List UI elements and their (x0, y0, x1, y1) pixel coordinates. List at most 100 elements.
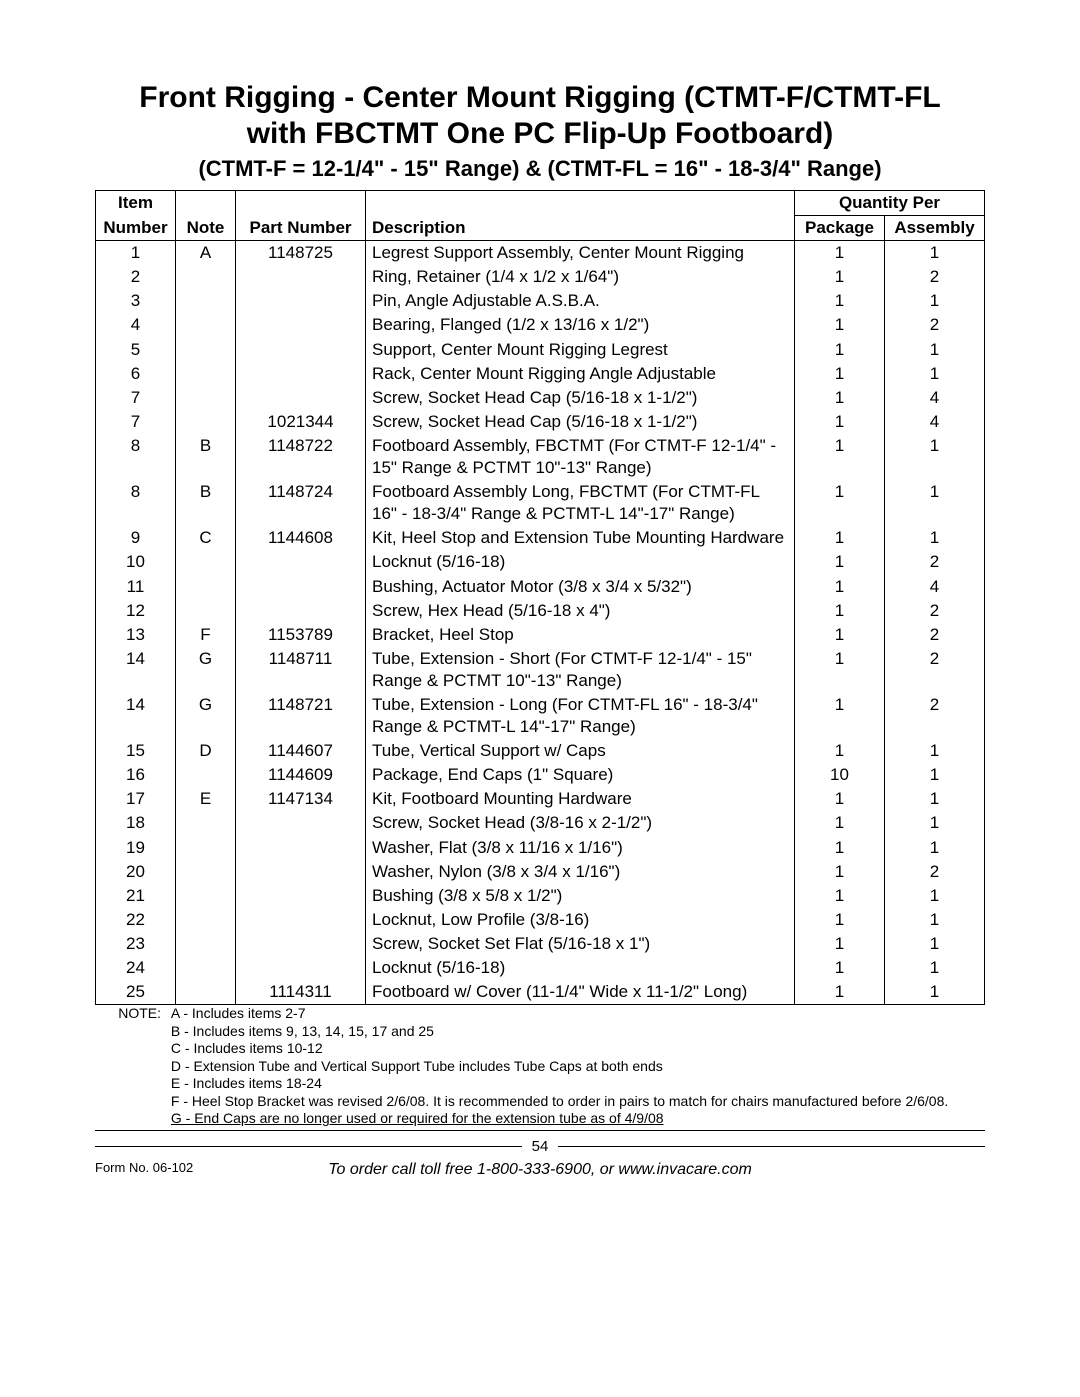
cell (176, 811, 236, 835)
table-row: 13F1153789Bracket, Heel Stop12 (96, 623, 985, 647)
cell (176, 763, 236, 787)
subtitle: (CTMT-F = 12-1/4" - 15" Range) & (CTMT-F… (95, 156, 985, 182)
table-row: 21Bushing (3/8 x 5/8 x 1/2")11 (96, 884, 985, 908)
cell: G (176, 647, 236, 693)
cell: 11 (96, 575, 176, 599)
cell: 13 (96, 623, 176, 647)
note-line: A - Includes items 2-7 (171, 1005, 981, 1023)
table-row: 10Locknut (5/16-18)12 (96, 550, 985, 574)
header-item: Item (96, 191, 176, 216)
cell: 23 (96, 932, 176, 956)
footer-rule-right (558, 1146, 985, 1147)
cell: 1 (885, 787, 985, 811)
cell: 1 (96, 241, 176, 266)
cell: 1 (795, 860, 885, 884)
cell: 1 (795, 623, 885, 647)
cell (176, 599, 236, 623)
header-blank-desc (366, 191, 795, 216)
header-blank-note (176, 191, 236, 216)
table-row: 71021344Screw, Socket Head Cap (5/16-18 … (96, 410, 985, 434)
cell: 1 (795, 480, 885, 526)
cell (176, 313, 236, 337)
cell: 1 (795, 289, 885, 313)
cell: 1 (885, 480, 985, 526)
cell: 2 (885, 313, 985, 337)
cell: 20 (96, 860, 176, 884)
cell: Footboard Assembly, FBCTMT (For CTMT-F 1… (366, 434, 795, 480)
cell: 25 (96, 980, 176, 1005)
cell: 24 (96, 956, 176, 980)
table-row: 18Screw, Socket Head (3/8-16 x 2-1/2")11 (96, 811, 985, 835)
cell: 1 (885, 811, 985, 835)
cell: 5 (96, 338, 176, 362)
table-row: 24Locknut (5/16-18)11 (96, 956, 985, 980)
cell: 1148724 (236, 480, 366, 526)
table-row: 17E1147134Kit, Footboard Mounting Hardwa… (96, 787, 985, 811)
cell: Bracket, Heel Stop (366, 623, 795, 647)
cell: 1 (885, 932, 985, 956)
cell (236, 860, 366, 884)
cell: 4 (96, 313, 176, 337)
cell: Tube, Vertical Support w/ Caps (366, 739, 795, 763)
cell: 1 (795, 787, 885, 811)
cell: 1 (795, 884, 885, 908)
cell: 1 (795, 265, 885, 289)
cell (176, 550, 236, 574)
cell: 1 (795, 693, 885, 739)
cell: Tube, Extension - Long (For CTMT-FL 16" … (366, 693, 795, 739)
cell: 1114311 (236, 980, 366, 1005)
title-line-2: with FBCTMT One PC Flip-Up Footboard) (95, 116, 985, 152)
cell: Bushing, Actuator Motor (3/8 x 3/4 x 5/3… (366, 575, 795, 599)
cell (176, 932, 236, 956)
cell: 1 (795, 908, 885, 932)
notes-block: NOTE: A - Includes items 2-7B - Includes… (95, 1005, 985, 1131)
cell: 6 (96, 362, 176, 386)
cell (236, 550, 366, 574)
table-row: 22Locknut, Low Profile (3/8-16)11 (96, 908, 985, 932)
cell: Footboard w/ Cover (11-1/4" Wide x 11-1/… (366, 980, 795, 1005)
table-row: 25 1114311Footboard w/ Cover (11-1/4" Wid… (96, 980, 985, 1005)
note-line: B - Includes items 9, 13, 14, 15, 17 and… (171, 1023, 981, 1041)
cell: B (176, 480, 236, 526)
cell (176, 362, 236, 386)
notes-label: NOTE: (95, 1005, 167, 1023)
cell: 1 (795, 434, 885, 480)
cell: 1 (885, 956, 985, 980)
page-number: 54 (532, 1138, 549, 1155)
title-line-1: Front Rigging - Center Mount Rigging (CT… (95, 80, 985, 116)
note-line: F - Heel Stop Bracket was revised 2/6/08… (171, 1093, 981, 1111)
cell (236, 599, 366, 623)
cell: 15 (96, 739, 176, 763)
cell (176, 575, 236, 599)
cell: G (176, 693, 236, 739)
cell: B (176, 434, 236, 480)
cell: E (176, 787, 236, 811)
table-row: 2Ring, Retainer (1/4 x 1/2 x 1/64")12 (96, 265, 985, 289)
header-part-number: Part Number (236, 216, 366, 241)
parts-table: Item Quantity Per Number Note Part Numbe… (95, 190, 985, 1005)
table-row: 3Pin, Angle Adjustable A.S.B.A.11 (96, 289, 985, 313)
cell: 1 (795, 410, 885, 434)
cell: 1 (885, 908, 985, 932)
title-block: Front Rigging - Center Mount Rigging (CT… (95, 80, 985, 182)
cell: Washer, Flat (3/8 x 11/16 x 1/16") (366, 836, 795, 860)
table-row: 19Washer, Flat (3/8 x 11/16 x 1/16")11 (96, 836, 985, 860)
cell: Ring, Retainer (1/4 x 1/2 x 1/64") (366, 265, 795, 289)
cell: 8 (96, 480, 176, 526)
cell (176, 884, 236, 908)
cell: 1 (795, 550, 885, 574)
table-row: 23Screw, Socket Set Flat (5/16-18 x 1")1… (96, 932, 985, 956)
cell (176, 908, 236, 932)
cell: Bearing, Flanged (1/2 x 13/16 x 1/2") (366, 313, 795, 337)
cell (176, 289, 236, 313)
table-row: 6Rack, Center Mount Rigging Angle Adjust… (96, 362, 985, 386)
cell: Locknut (5/16-18) (366, 550, 795, 574)
footer: 54 Form No. 06-102 To order call toll fr… (95, 1138, 985, 1179)
cell: 1 (885, 241, 985, 266)
cell (236, 313, 366, 337)
cell: 12 (96, 599, 176, 623)
cell: 2 (96, 265, 176, 289)
cell (176, 338, 236, 362)
cell: 1 (795, 956, 885, 980)
header-note: Note (176, 216, 236, 241)
